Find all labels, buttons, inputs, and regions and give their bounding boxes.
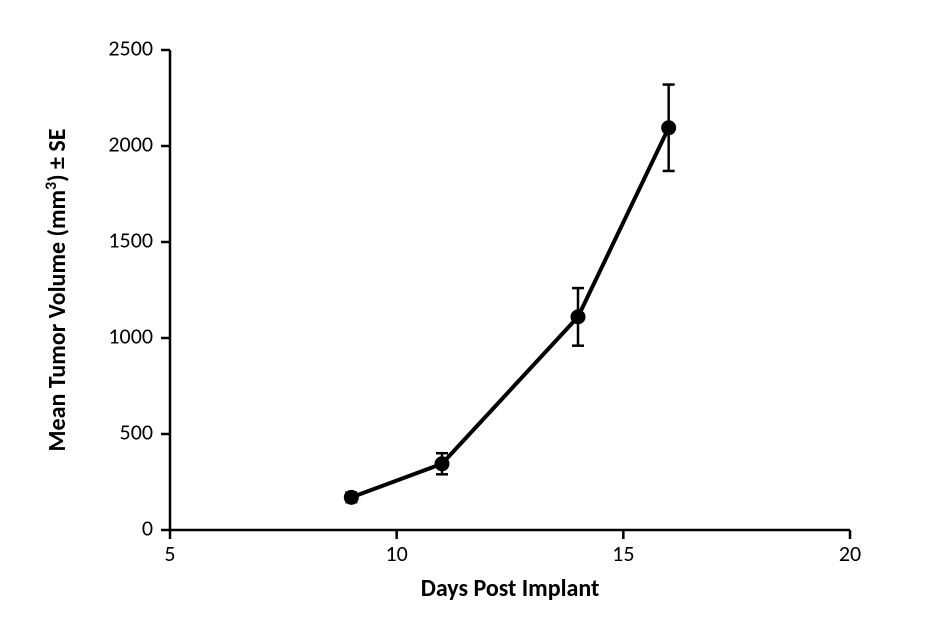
y-tick-label: 1000 xyxy=(108,322,153,349)
y-tick-label: 1500 xyxy=(108,226,153,253)
data-point xyxy=(571,310,585,324)
x-tick-label: 10 xyxy=(386,540,408,567)
y-tick-label: 2500 xyxy=(108,34,153,61)
x-tick-label: 15 xyxy=(612,540,634,567)
y-tick-label: 2000 xyxy=(108,130,153,157)
x-axis-label: Days Post Implant xyxy=(421,574,600,603)
data-point xyxy=(344,490,358,504)
x-tick-label: 5 xyxy=(164,540,175,567)
data-point xyxy=(662,121,676,135)
chart-container: 0 500 1000 1500 2000 2500 5 10 15 20 Days Post Imp… xyxy=(0,0,950,640)
y-tick-label: 500 xyxy=(120,418,153,445)
y-axis-label: Mean Tumor Volume (mm3) ± SE xyxy=(42,129,73,452)
data-point xyxy=(435,457,449,471)
x-tick-label: 20 xyxy=(839,540,861,567)
chart-background xyxy=(0,0,950,640)
tumor-growth-chart: 0 500 1000 1500 2000 2500 5 10 15 20 Days Post Imp… xyxy=(0,0,950,640)
y-tick-label: 0 xyxy=(142,514,153,541)
